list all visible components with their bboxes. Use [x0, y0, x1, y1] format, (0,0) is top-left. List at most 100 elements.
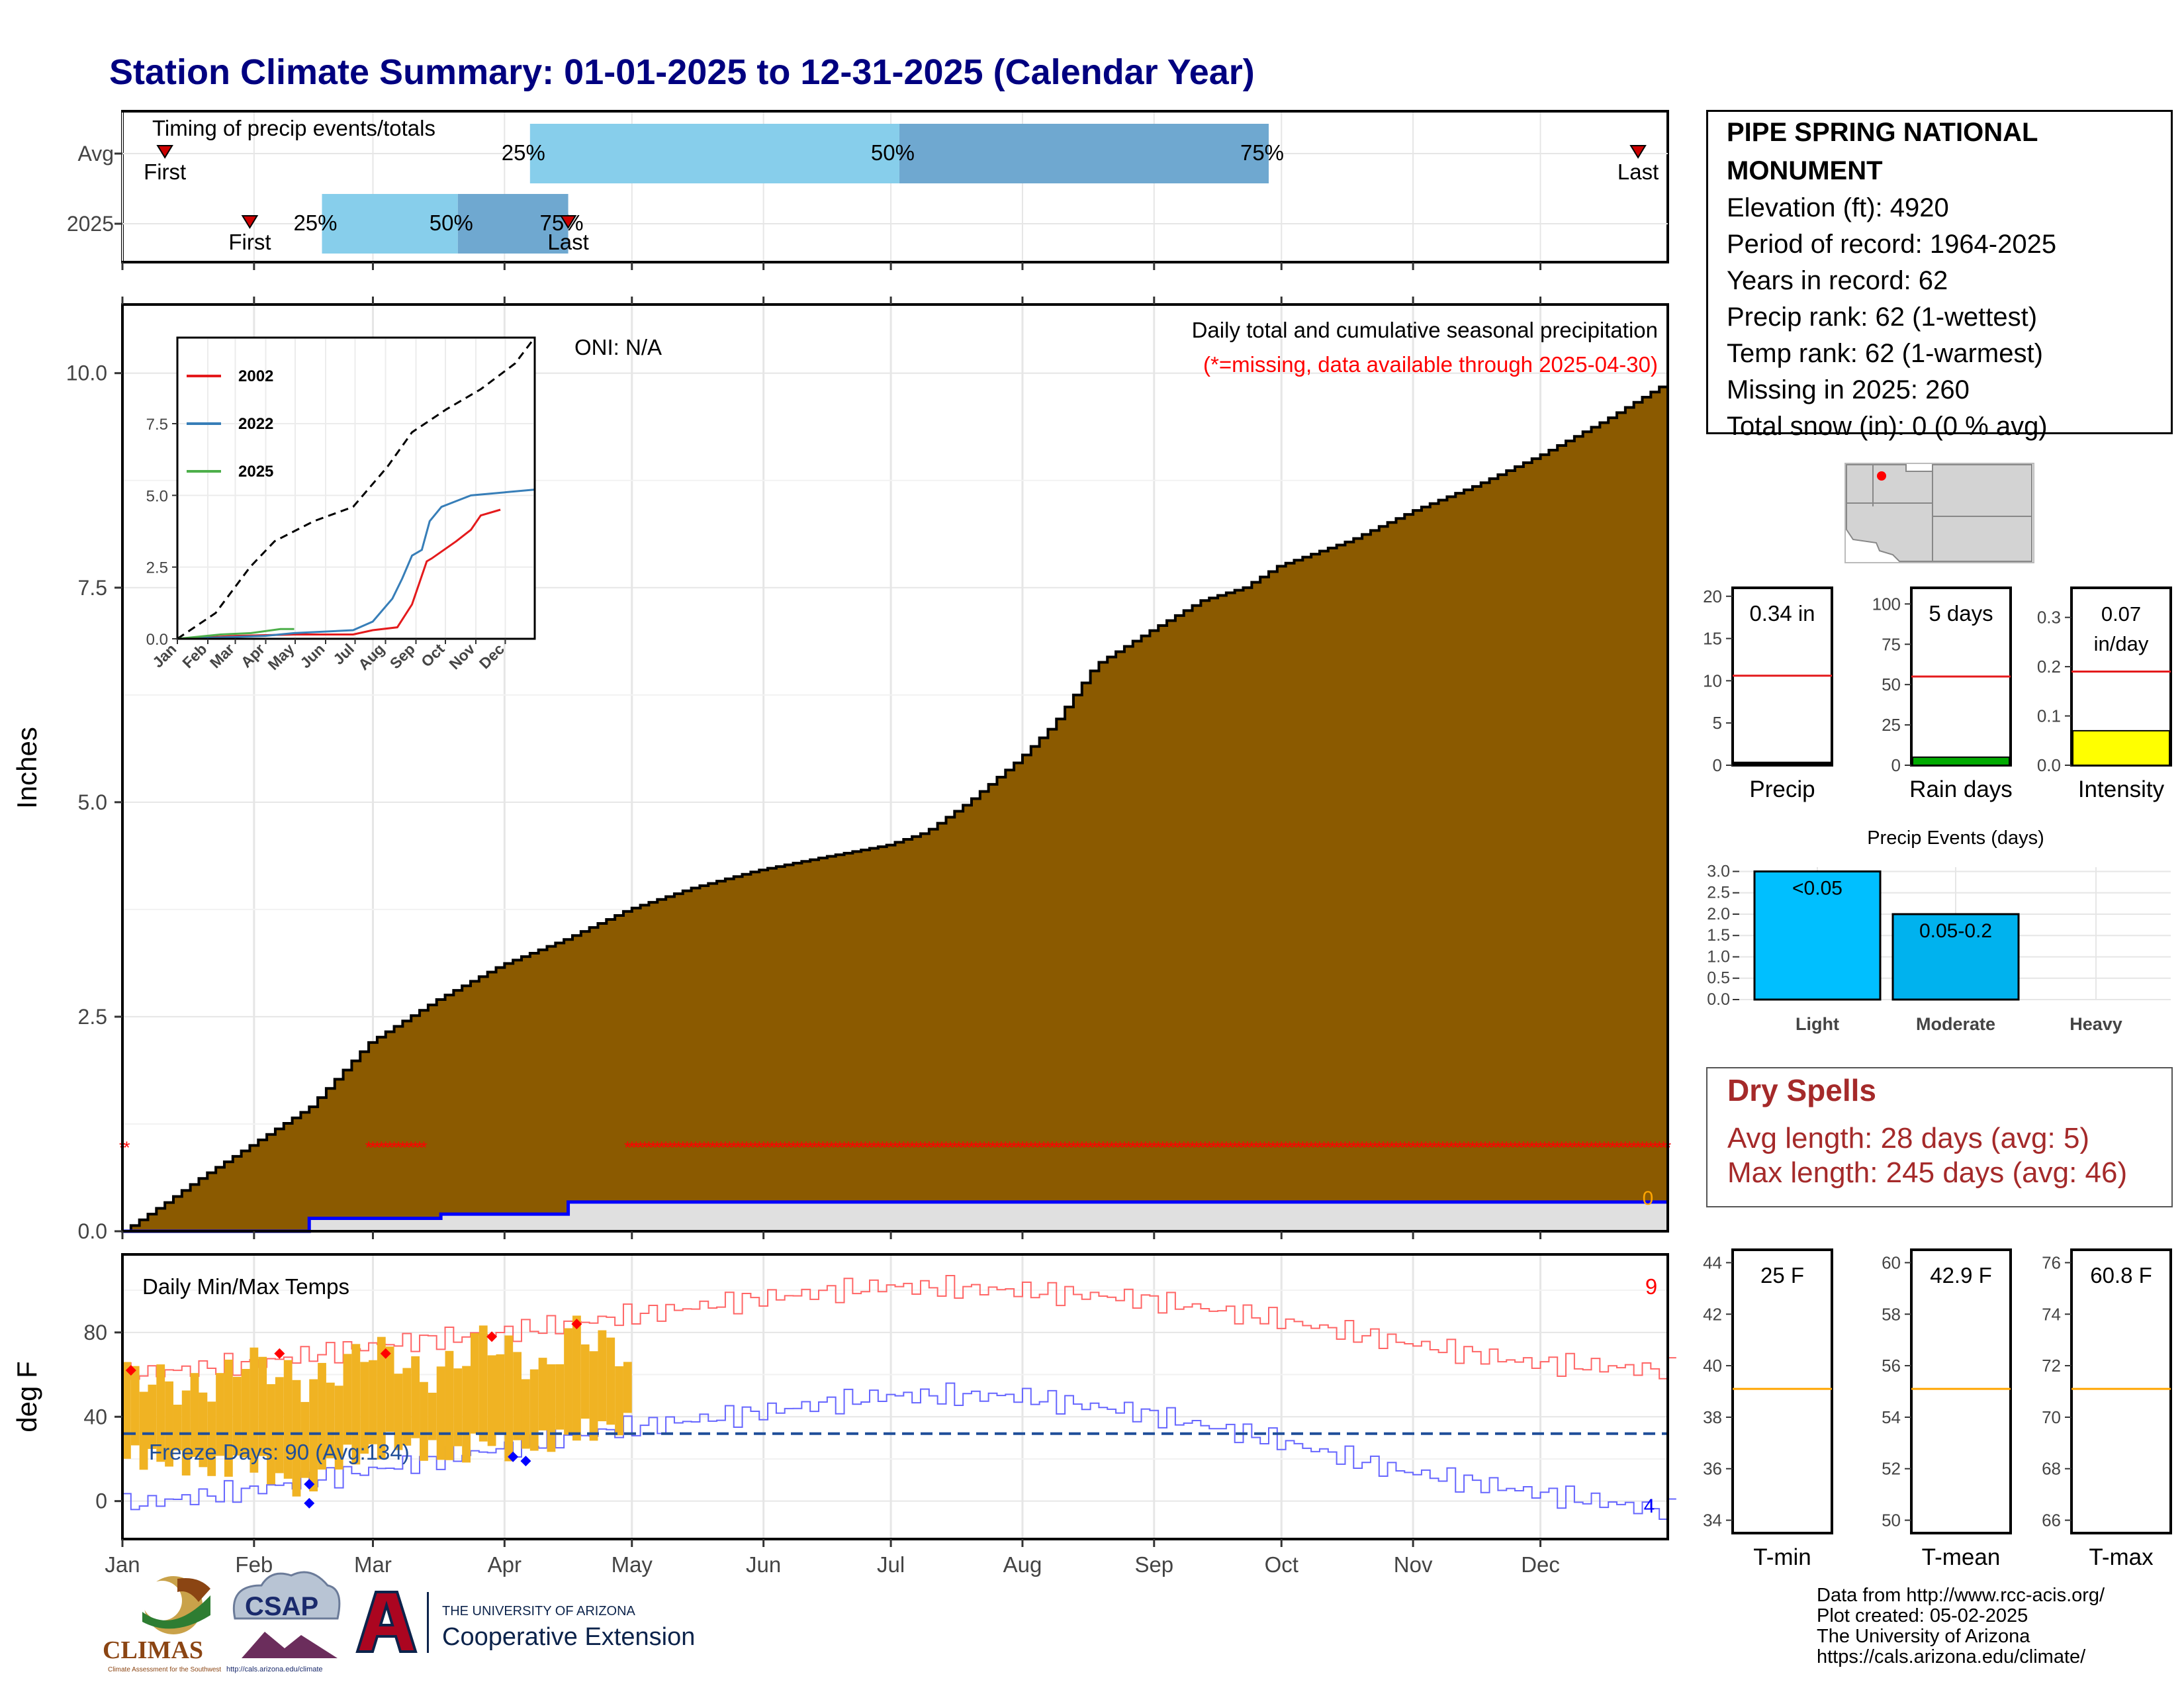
temp-panel-title: Daily Min/Max Temps: [142, 1274, 349, 1299]
credit-university: The University of Arizona: [1817, 1626, 2030, 1647]
mini-title: Intensity: [2078, 776, 2165, 802]
missing-data-marker: *: [1545, 1137, 1552, 1157]
missing-data-marker: *: [887, 1137, 894, 1157]
missing-data-marker: *: [374, 1137, 381, 1157]
missing-data-marker: *: [1367, 1137, 1374, 1157]
missing-data-marker: *: [1304, 1137, 1310, 1157]
missing-data-marker: *: [399, 1137, 406, 1157]
timing-percent-label: 50%: [430, 211, 473, 235]
missing-data-marker: *: [743, 1137, 750, 1157]
missing-data-marker: *: [412, 1137, 419, 1157]
missing-data-marker: *: [1346, 1137, 1353, 1157]
station-name: PIPE SPRING NATIONAL MONUMENT: [1727, 118, 2038, 185]
missing-data-marker: *: [1172, 1137, 1179, 1157]
missing-data-marker: *: [798, 1137, 805, 1157]
missing-data-marker: *: [1371, 1137, 1378, 1157]
missing-data-marker: *: [1155, 1137, 1161, 1157]
missing-data-marker: *: [1385, 1137, 1391, 1157]
missing-data-marker: *: [1473, 1137, 1480, 1157]
missing-data-marker: *: [1248, 1137, 1255, 1157]
missing-data-marker: *: [1601, 1137, 1608, 1157]
missing-data-marker: *: [722, 1137, 729, 1157]
month-x-tick-label: Mar: [354, 1552, 392, 1577]
events-category-label: Moderate: [1916, 1014, 1995, 1034]
missing-data-marker: *: [1575, 1137, 1582, 1157]
mini-title: T-mean: [1922, 1544, 2001, 1570]
missing-data-marker: *: [1529, 1137, 1535, 1157]
missing-data-marker: *: [884, 1137, 890, 1157]
observed-temp-range-bar: [385, 1346, 394, 1432]
mini-chart-frame-T-max: [2070, 1248, 2172, 1534]
missing-data-marker: *: [1563, 1137, 1569, 1157]
station-location-marker: [1877, 471, 1886, 481]
missing-data-marker: *: [1452, 1137, 1459, 1157]
record-low-marker: [304, 1497, 315, 1509]
missing-data-marker: *: [1580, 1137, 1586, 1157]
missing-data-marker: *: [1163, 1137, 1170, 1157]
precip-y-tick-label: 2.5: [78, 1005, 107, 1029]
timing-label-first: First: [228, 230, 271, 254]
missing-data-marker: *: [760, 1137, 767, 1157]
observed-temp-range-bar: [156, 1364, 165, 1462]
missing-data-marker: *: [858, 1137, 864, 1157]
missing-data-marker: *: [1325, 1137, 1332, 1157]
missing-data-marker: *: [1316, 1137, 1323, 1157]
missing-data-marker: *: [420, 1137, 427, 1157]
missing-data-marker: *: [416, 1137, 423, 1157]
missing-data-marker: *: [684, 1137, 690, 1157]
missing-data-marker: *: [666, 1137, 673, 1157]
missing-data-marker: *: [1605, 1137, 1612, 1157]
missing-data-marker: *: [1053, 1137, 1060, 1157]
climas-logo: CLIMAS Climate Assessment for the Southw…: [103, 1576, 221, 1673]
missing-data-marker: *: [960, 1137, 966, 1157]
observed-temp-range-bar: [241, 1369, 250, 1458]
missing-data-marker: *: [1571, 1137, 1578, 1157]
missing-data-marker: *: [1079, 1137, 1085, 1157]
missing-data-marker: *: [365, 1137, 372, 1157]
missing-data-marker: *: [1338, 1137, 1344, 1157]
missing-data-marker: *: [1380, 1137, 1387, 1157]
missing-data-marker: *: [815, 1137, 822, 1157]
events-y-tick-label: 2.5: [1707, 884, 1730, 902]
observed-temp-range-bar: [529, 1369, 539, 1451]
figure-title: Station Climate Summary: 01-01-2025 to 1…: [109, 52, 1255, 92]
missing-data-marker: *: [930, 1137, 936, 1157]
missing-data-marker: *: [1058, 1137, 1064, 1157]
dry-spells-box: Dry Spells Avg length: 28 days (avg: 5) …: [1706, 1067, 2173, 1207]
observed-temp-range-bar: [487, 1355, 496, 1446]
missing-data-marker: *: [1134, 1137, 1140, 1157]
mini-value-label: 42.9 F: [1930, 1263, 1992, 1288]
observed-temp-range-bar: [309, 1379, 318, 1491]
missing-data-marker: *: [1274, 1137, 1281, 1157]
missing-data-marker: *: [790, 1137, 796, 1157]
missing-data-marker: *: [641, 1137, 648, 1157]
mini-y-tick-label: 15: [1703, 629, 1722, 649]
precip-right-label: 0: [1643, 1188, 1654, 1209]
observed-temp-range-bar: [275, 1377, 284, 1474]
csap-logo: CSAP http://cals.arizona.edu/climate: [226, 1571, 341, 1673]
station-years: Years in record: 62: [1727, 266, 1948, 295]
observed-temp-range-bar: [283, 1360, 293, 1479]
missing-data-marker: *: [123, 1137, 130, 1157]
timing-percent-label: 75%: [1240, 140, 1284, 165]
observed-temp-range-bar: [572, 1315, 581, 1441]
temp-y-tick-label: 0: [95, 1489, 107, 1513]
mini-y-tick-label: 50: [1882, 1511, 1901, 1530]
missing-data-marker: *: [1656, 1137, 1662, 1157]
missing-data-marker: *: [951, 1137, 958, 1157]
climas-logo-subtext: Climate Assessment for the Southwest: [108, 1666, 221, 1673]
timing-bar-25-50: [322, 194, 458, 254]
missing-data-marker: *: [662, 1137, 669, 1157]
credit-data-source: Data from http://www.rcc-acis.org/: [1817, 1585, 2105, 1606]
normal-tmin-line: [122, 1382, 1676, 1521]
observed-temp-range-bar: [360, 1362, 369, 1454]
missing-data-marker: *: [1167, 1137, 1174, 1157]
missing-data-marker: *: [1596, 1137, 1603, 1157]
mini-value-label: 0.34 in: [1749, 601, 1815, 626]
missing-data-marker: *: [1465, 1137, 1471, 1157]
record-high-marker: [486, 1331, 498, 1342]
missing-data-marker: *: [1490, 1137, 1497, 1157]
missing-data-marker: *: [629, 1137, 635, 1157]
